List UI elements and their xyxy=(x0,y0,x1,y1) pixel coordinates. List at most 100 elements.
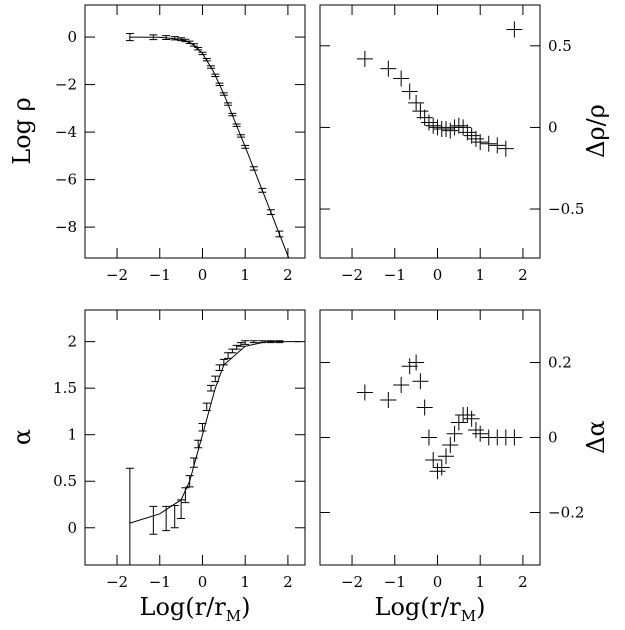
x-tick-label: 1 xyxy=(475,573,485,591)
error-bar xyxy=(202,402,211,412)
cross-marker xyxy=(401,358,418,375)
y-tick-label: 0 xyxy=(67,28,77,46)
data xyxy=(356,21,523,157)
cross-marker xyxy=(442,122,459,139)
error-bar xyxy=(185,40,194,44)
error-bar xyxy=(194,47,203,51)
x-tick-label: 2 xyxy=(518,266,528,284)
cross-marker xyxy=(438,121,455,138)
y-tick-label: 0.5 xyxy=(548,37,572,55)
y-tick-label: 1 xyxy=(67,426,77,444)
x-tick-label: −1 xyxy=(384,266,406,284)
x-axis-label: Log(r/rM) xyxy=(140,593,251,625)
error-bar xyxy=(189,457,198,468)
cross-marker xyxy=(433,459,450,476)
cross-marker xyxy=(356,50,373,67)
error-bar xyxy=(207,384,216,392)
x-tick-label: −1 xyxy=(149,573,171,591)
error-bar xyxy=(125,467,134,565)
error-bar xyxy=(219,92,228,96)
error-bar xyxy=(125,33,134,42)
x-tick-label: 2 xyxy=(283,266,293,284)
x-tick-label: 1 xyxy=(240,573,250,591)
cross-marker xyxy=(393,70,410,87)
cross-marker xyxy=(425,452,442,468)
error-bar xyxy=(241,340,250,345)
x-tick-label: 0 xyxy=(198,266,208,284)
cross-marker xyxy=(420,429,437,446)
y-tick-label: −6 xyxy=(55,171,77,189)
y-tick-label: 1.5 xyxy=(53,379,77,397)
error-bar xyxy=(236,134,245,138)
cross-marker xyxy=(463,410,480,427)
error-bar xyxy=(266,209,275,216)
error-bar xyxy=(149,34,158,41)
error-bar xyxy=(185,475,194,488)
y-tick-label: 0.2 xyxy=(548,354,572,372)
y-axis-label: α xyxy=(8,429,36,445)
cross-marker xyxy=(506,21,523,38)
cross-marker xyxy=(446,425,463,442)
x-tick-label: 0 xyxy=(433,266,443,284)
error-bar xyxy=(249,166,258,171)
error-bar xyxy=(170,504,179,529)
cross-marker xyxy=(459,124,476,141)
cross-marker xyxy=(497,140,514,157)
error-bar xyxy=(149,505,158,535)
error-bar xyxy=(275,340,284,344)
cross-marker xyxy=(450,414,467,431)
x-tick-label: −1 xyxy=(384,573,406,591)
model-curve xyxy=(129,36,290,258)
frame xyxy=(319,4,541,259)
error-bar xyxy=(202,57,211,62)
data xyxy=(125,340,301,565)
data xyxy=(356,354,523,480)
x-label-end: ) xyxy=(241,593,250,621)
error-bar xyxy=(219,358,228,366)
y-tick-label: 0 xyxy=(548,118,558,136)
error-bar xyxy=(177,499,186,519)
x-tick-label: −1 xyxy=(149,266,171,284)
error-bar xyxy=(224,352,233,359)
cross-marker xyxy=(450,117,467,134)
y-axis-label: Δα xyxy=(582,420,610,454)
x-label-sub: M xyxy=(461,607,476,625)
cross-marker xyxy=(380,60,397,77)
x-tick-label: 1 xyxy=(240,266,250,284)
x-axis-label: Log(r/rM) xyxy=(375,593,486,625)
cross-marker xyxy=(429,119,446,136)
x-tick-label: 2 xyxy=(283,573,293,591)
x-label-main: Log(r/r xyxy=(375,593,462,621)
x-tick-label: −2 xyxy=(341,573,363,591)
cross-marker xyxy=(416,109,433,126)
y-tick-label: 0 xyxy=(548,429,558,447)
cross-marker xyxy=(442,437,459,453)
x-label-main: Log(r/r xyxy=(140,593,227,621)
x-tick-label: 1 xyxy=(475,266,485,284)
error-bar xyxy=(215,82,224,87)
y-tick-label: −0.2 xyxy=(548,504,584,522)
cross-marker xyxy=(380,392,397,408)
cross-marker xyxy=(412,103,429,120)
error-bar xyxy=(258,187,267,193)
error-bar xyxy=(170,36,179,41)
cross-marker xyxy=(412,373,429,390)
error-bar xyxy=(228,112,237,117)
cross-marker xyxy=(472,425,489,442)
error-bar xyxy=(228,348,237,354)
cross-marker xyxy=(408,94,425,111)
cross-marker xyxy=(467,130,484,147)
y-axis-label: Δρ/ρ xyxy=(582,104,610,158)
panel: −2 −1 0 1 2 0 0.5 1 1.5 2 α Log(r/rM) xyxy=(8,309,306,625)
cross-marker xyxy=(455,119,472,136)
cross-marker xyxy=(393,377,410,393)
cross-marker xyxy=(463,127,480,144)
x-tick-label: −2 xyxy=(341,266,363,284)
cross-marker xyxy=(401,83,418,100)
error-bar xyxy=(177,37,186,42)
x-tick-label: 2 xyxy=(518,573,528,591)
frame xyxy=(84,309,306,566)
y-tick-label: 2 xyxy=(67,333,77,351)
x-tick-label: −2 xyxy=(106,266,128,284)
